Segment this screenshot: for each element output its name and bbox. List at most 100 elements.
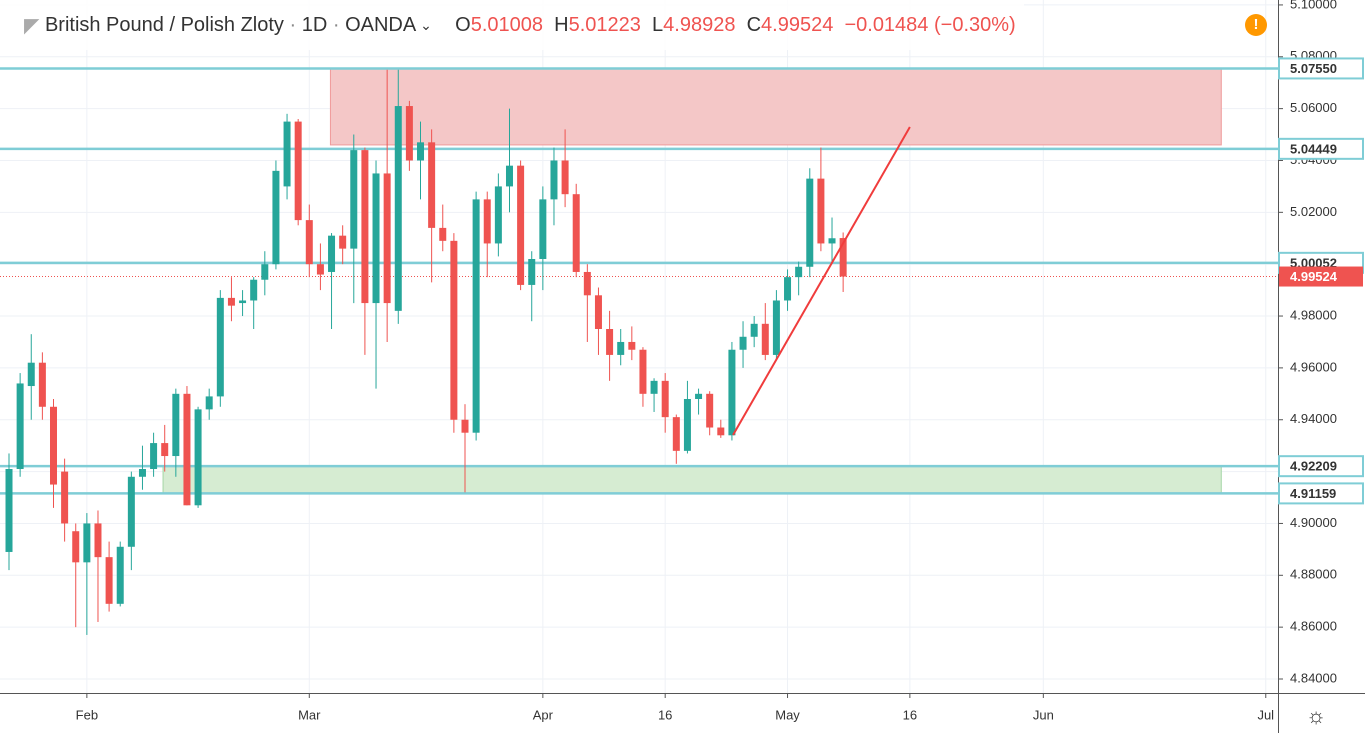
level-label-bg: [1278, 57, 1364, 80]
open-letter: O: [455, 13, 471, 36]
candle-body: [561, 160, 569, 195]
candle-body: [405, 106, 413, 161]
candle-body: [72, 531, 80, 563]
candle-body: [450, 240, 458, 420]
candle-body: [617, 341, 625, 355]
candle-body: [194, 409, 202, 506]
candle-body: [717, 427, 725, 436]
x-tick-label: Jul: [1257, 707, 1274, 722]
candle-body: [795, 266, 803, 278]
x-tick-label: Feb: [76, 707, 98, 722]
candle-body: [472, 199, 480, 433]
candle-body: [172, 393, 180, 457]
candle-body: [695, 393, 703, 399]
candle-body: [394, 106, 402, 311]
low-letter: L: [652, 13, 664, 36]
alert-icon[interactable]: !: [1245, 14, 1267, 36]
high-value: 5.01223: [568, 13, 641, 36]
zone: [329, 67, 1222, 146]
x-tick-label: Jun: [1033, 707, 1054, 722]
candle-body: [227, 297, 235, 306]
y-tick-label: 4.98000: [1290, 307, 1337, 322]
candle-body: [739, 336, 747, 350]
y-tick-label: 5.02000: [1290, 204, 1337, 219]
candle-body: [550, 160, 558, 200]
candle-body: [183, 393, 191, 506]
change-pct: (−0.30%): [934, 13, 1016, 36]
y-axis-bg: [1278, 0, 1365, 733]
x-axis-bg: [0, 693, 1278, 733]
candle-body: [61, 471, 69, 524]
candle-body: [461, 419, 469, 433]
source[interactable]: OANDA: [345, 13, 417, 36]
candle-body: [38, 362, 46, 407]
legend-header: ◤ British Pound / Polish Zloty · 1D · OA…: [0, 0, 1024, 50]
symbol[interactable]: British Pound / Polish Zloty: [44, 13, 284, 36]
candle-body: [661, 380, 669, 418]
x-tick-label: Apr: [533, 707, 554, 722]
candle-body: [372, 173, 380, 304]
candle-body: [539, 199, 547, 259]
candle-body: [672, 417, 680, 451]
trend-line: [732, 126, 911, 436]
candle-body: [784, 277, 792, 301]
candle-body: [272, 170, 280, 265]
level-label: 4.92209: [1290, 459, 1337, 474]
x-tick-label: Mar: [298, 707, 321, 722]
separator: ·: [283, 13, 302, 36]
candle-body: [817, 178, 825, 244]
candle-body: [761, 323, 769, 355]
candle-body: [839, 238, 847, 277]
last-price-bg: [1279, 266, 1363, 287]
y-tick-label: 5.06000: [1290, 100, 1337, 115]
candle-body: [83, 523, 91, 563]
candle-body: [350, 150, 358, 249]
candle-body: [239, 300, 247, 304]
candle-body: [205, 396, 213, 410]
level-label-bg: [1278, 137, 1364, 160]
y-tick-label: 4.86000: [1290, 619, 1337, 634]
level-label-bg: [1278, 455, 1364, 478]
zone: [162, 465, 1222, 494]
candle-body: [606, 329, 614, 355]
y-tick-label: 4.90000: [1290, 515, 1337, 530]
open-value: 5.01008: [470, 13, 544, 36]
candle-body: [806, 178, 814, 267]
candle-body: [116, 546, 124, 604]
close-letter: C: [746, 13, 762, 36]
candle-body: [628, 341, 636, 350]
candle-body: [439, 227, 447, 241]
candle-body: [417, 142, 425, 161]
candle-body: [706, 393, 714, 428]
dropdown-arrow[interactable]: ⌄: [416, 16, 456, 33]
candle-body: [594, 295, 602, 329]
candle-body: [261, 264, 269, 280]
candle-body: [517, 165, 525, 285]
settings-icon[interactable]: ☼: [1306, 703, 1327, 728]
y-tick-label: 4.94000: [1290, 411, 1337, 426]
candle-body: [572, 194, 580, 272]
y-tick-label: 4.84000: [1290, 670, 1337, 685]
candle-body: [316, 264, 324, 275]
x-tick-label: 16: [658, 707, 672, 722]
level-label: 5.04449: [1290, 141, 1337, 156]
candle-body: [383, 173, 391, 304]
candle-body: [161, 443, 169, 457]
candle-body: [305, 220, 313, 265]
interval[interactable]: 1D: [301, 13, 328, 36]
candle-body: [49, 406, 57, 485]
candle-body: [483, 199, 491, 244]
candle-body: [683, 399, 691, 451]
candle-body: [494, 186, 502, 244]
candle-body: [528, 259, 536, 285]
collapse-icon[interactable]: ◤: [24, 14, 45, 37]
level-label: 4.91159: [1290, 486, 1336, 501]
candle-body: [150, 443, 158, 469]
candle-body: [283, 121, 291, 187]
last-price-label: 4.99524: [1290, 269, 1338, 284]
candle-body: [728, 349, 736, 436]
x-tick-label: May: [775, 707, 800, 722]
candle-body: [94, 523, 102, 558]
high-letter: H: [554, 13, 569, 36]
